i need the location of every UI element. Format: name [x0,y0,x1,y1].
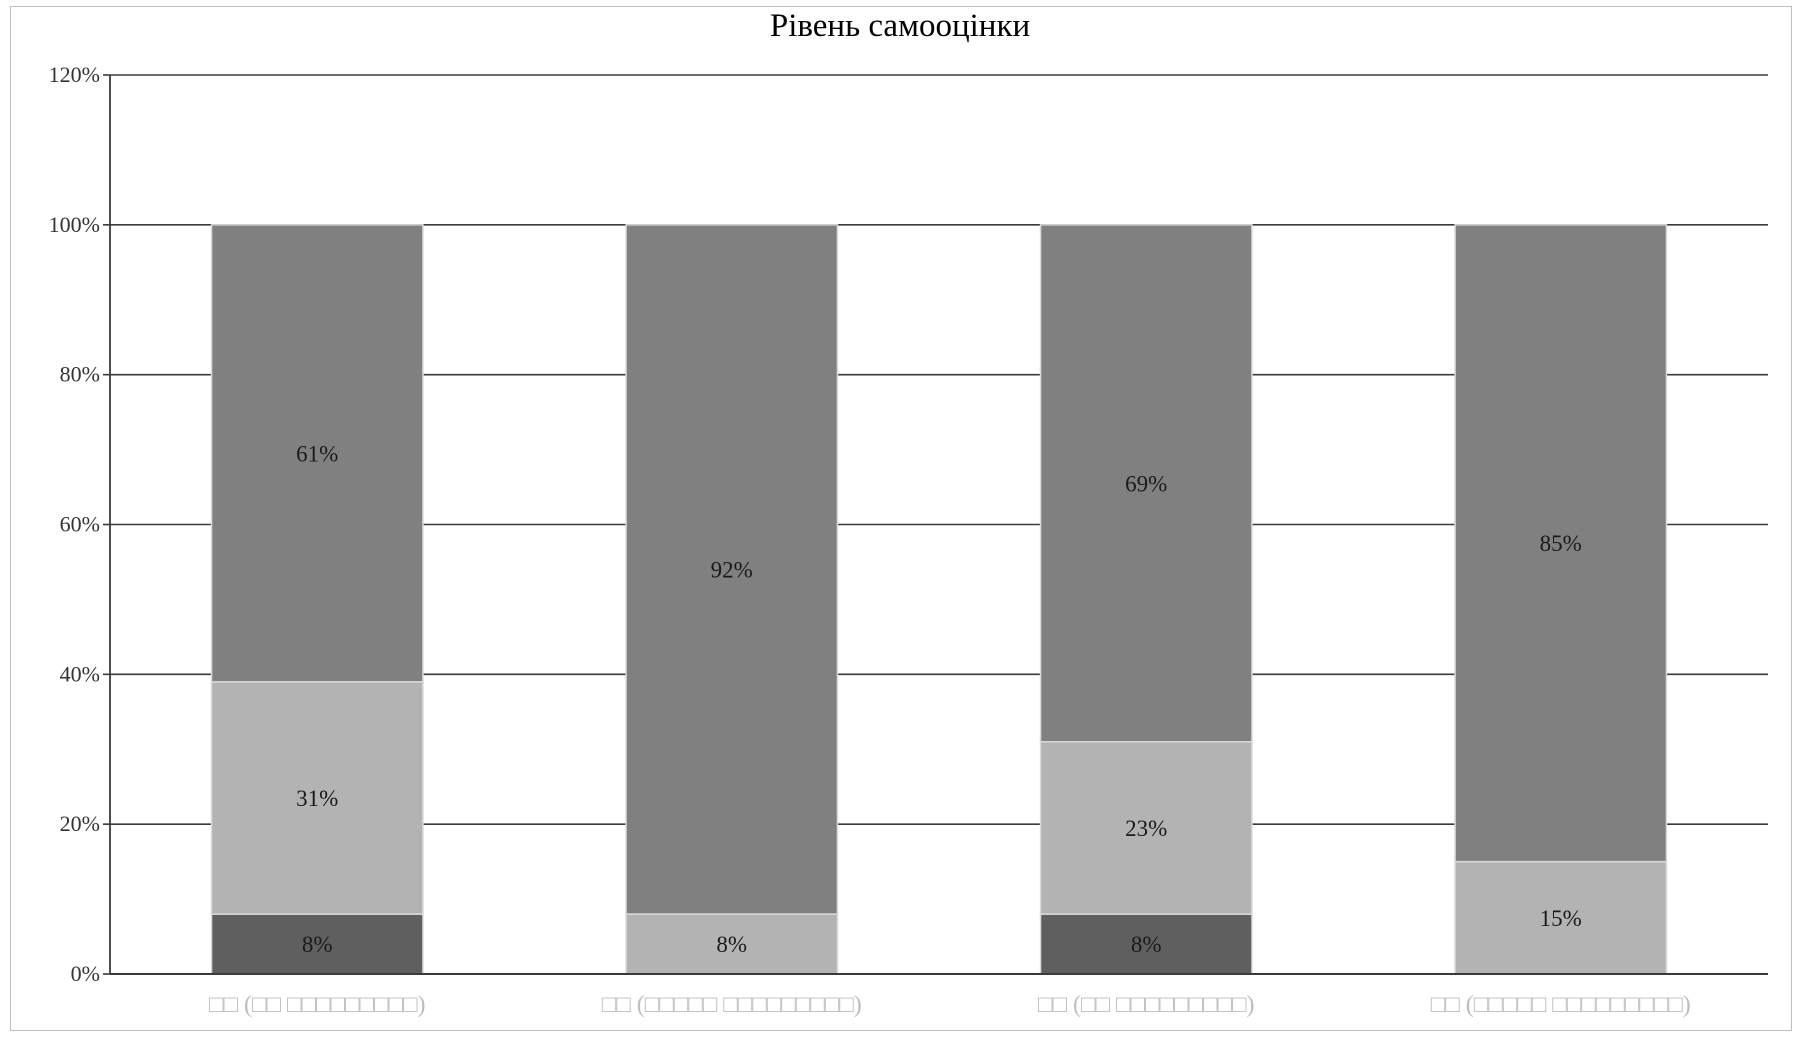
y-tick-label: 20% [60,811,100,836]
data-label: 92% [711,557,753,582]
x-tick-label: □□ (□□ □□□□□□□□□) [1038,992,1254,1018]
data-label: 15% [1540,906,1582,931]
bar-segment [1039,741,1253,915]
y-tick-label: 120% [49,62,100,87]
data-label: 31% [296,786,338,811]
chart-title: Рівень самооцінки [769,8,1031,44]
y-tick-label: 80% [60,362,100,387]
bar-segment [625,224,839,915]
bar-segment [210,681,424,915]
y-tick-label: 40% [60,661,100,686]
data-label: 23% [1125,816,1167,841]
x-tick-label: □□ (□□ □□□□□□□□□) [209,992,425,1018]
data-label: 85% [1540,531,1582,556]
data-label: 69% [1125,471,1167,496]
y-tick-label: 0% [71,961,100,986]
bar-segment [1039,224,1253,743]
y-tick-label: 60% [60,512,100,537]
data-label: 8% [716,932,747,957]
bar-segment [1454,224,1668,863]
data-label: 61% [296,441,338,466]
x-tick-label: □□ (□□□□□ □□□□□□□□□) [602,992,862,1018]
y-tick-label: 100% [49,212,100,237]
x-tick-label: □□ (□□□□□ □□□□□□□□□) [1431,992,1691,1018]
data-label: 8% [1131,932,1162,957]
bar-segment [1454,860,1668,975]
data-label: 8% [302,932,333,957]
bar-segment [210,224,424,683]
